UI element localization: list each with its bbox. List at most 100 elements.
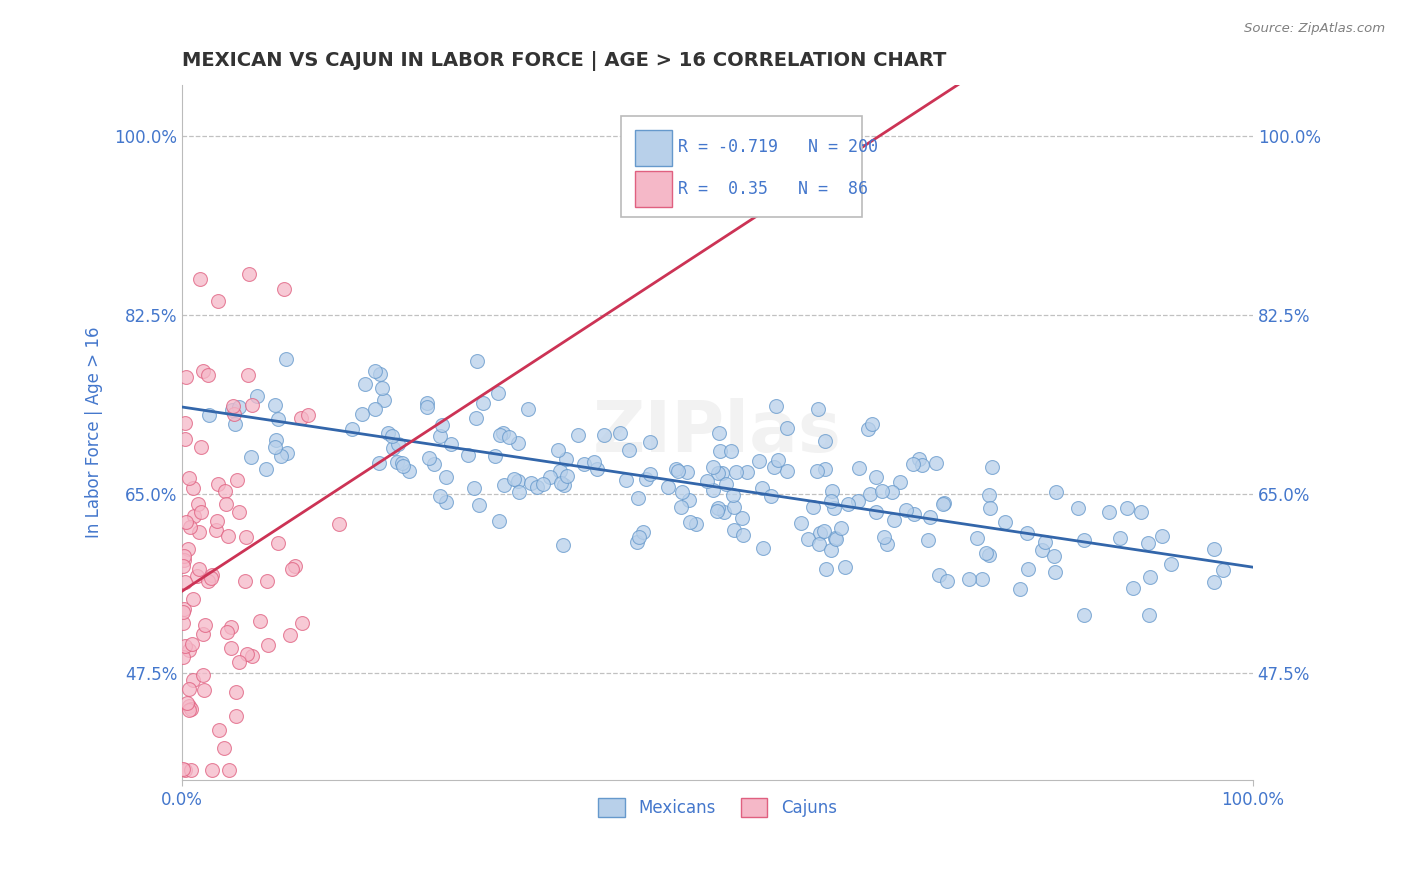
Point xyxy=(176,696,198,710)
Point xyxy=(1035,535,1057,549)
Point xyxy=(808,526,831,541)
Point xyxy=(215,498,238,512)
Point xyxy=(790,516,813,531)
Point xyxy=(503,472,526,486)
Point xyxy=(834,559,856,574)
Point xyxy=(619,443,641,458)
Text: MEXICAN VS CAJUN IN LABOR FORCE | AGE > 16 CORRELATION CHART: MEXICAN VS CAJUN IN LABOR FORCE | AGE > … xyxy=(183,51,946,70)
Point xyxy=(214,741,236,756)
Point xyxy=(172,559,194,574)
Point xyxy=(1042,549,1064,563)
Point xyxy=(187,497,209,511)
Point xyxy=(924,456,946,470)
Point xyxy=(979,500,1001,515)
Point xyxy=(177,703,200,717)
Point xyxy=(172,616,194,631)
Point xyxy=(830,521,852,535)
Point xyxy=(928,568,950,582)
Point xyxy=(1043,565,1066,579)
Point xyxy=(246,389,269,403)
Point xyxy=(572,457,595,471)
Point xyxy=(702,460,724,475)
Point xyxy=(174,370,197,384)
Point xyxy=(806,402,828,417)
Point xyxy=(468,498,491,512)
Point xyxy=(814,434,837,448)
Point xyxy=(350,408,373,422)
Point xyxy=(179,699,201,714)
Point xyxy=(434,469,457,483)
Point xyxy=(174,432,197,446)
Point xyxy=(737,465,759,479)
Point xyxy=(387,437,409,451)
Point xyxy=(759,490,782,504)
Point xyxy=(172,650,194,665)
Point xyxy=(711,466,734,480)
Point xyxy=(1139,570,1161,584)
Point xyxy=(666,464,689,478)
Point xyxy=(430,418,453,433)
Point xyxy=(813,524,835,538)
Point xyxy=(917,533,939,547)
FancyBboxPatch shape xyxy=(636,170,672,207)
Point xyxy=(823,501,845,516)
Point xyxy=(859,487,882,501)
Point xyxy=(200,763,222,777)
Point xyxy=(766,452,789,467)
Point xyxy=(821,484,844,499)
Point xyxy=(583,455,606,469)
Point xyxy=(1204,541,1226,556)
Point xyxy=(1015,526,1038,541)
Point xyxy=(464,411,486,425)
Point xyxy=(193,682,215,697)
Point xyxy=(709,444,731,458)
Point xyxy=(696,475,718,489)
Point xyxy=(391,458,413,473)
Point xyxy=(371,381,394,395)
Point xyxy=(276,351,298,366)
Point xyxy=(190,505,212,519)
Point xyxy=(723,500,745,515)
Point xyxy=(264,433,287,447)
Point xyxy=(665,462,688,476)
Point xyxy=(173,575,195,590)
Point xyxy=(876,537,898,551)
Point xyxy=(219,620,242,634)
Point xyxy=(638,467,661,481)
Point xyxy=(723,523,745,537)
Point xyxy=(1017,562,1039,576)
Point xyxy=(918,510,941,524)
Point xyxy=(179,643,201,657)
Point xyxy=(494,477,516,491)
Point xyxy=(172,605,194,619)
Point xyxy=(531,476,554,491)
Point xyxy=(716,477,738,491)
Point xyxy=(173,639,195,653)
Point xyxy=(585,461,607,475)
Point xyxy=(284,559,307,574)
Point xyxy=(634,472,657,486)
Point xyxy=(267,412,290,426)
Point xyxy=(233,574,256,589)
Text: Source: ZipAtlas.com: Source: ZipAtlas.com xyxy=(1244,22,1385,36)
Point xyxy=(416,396,439,410)
Point xyxy=(508,436,530,450)
Point xyxy=(1122,581,1144,595)
Point xyxy=(188,272,211,286)
Point xyxy=(264,398,287,412)
Point xyxy=(440,437,463,451)
Point xyxy=(429,429,451,443)
Text: R =  0.35   N =  86: R = 0.35 N = 86 xyxy=(678,179,868,198)
Point xyxy=(903,507,925,521)
Point xyxy=(471,396,494,410)
Point xyxy=(801,500,824,515)
Point xyxy=(825,532,848,546)
Point xyxy=(706,504,728,518)
Point xyxy=(776,464,799,478)
Point xyxy=(865,469,887,483)
Point xyxy=(679,515,702,529)
Point xyxy=(217,529,239,543)
Point xyxy=(775,420,797,434)
Point xyxy=(1109,531,1132,545)
Point xyxy=(820,543,842,558)
